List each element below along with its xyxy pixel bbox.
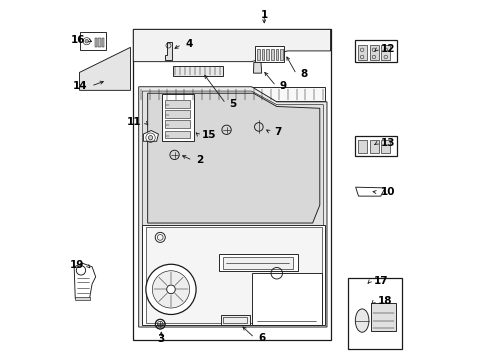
Bar <box>251 273 321 325</box>
Text: 6: 6 <box>258 333 265 343</box>
Bar <box>266 49 268 60</box>
Text: 8: 8 <box>300 69 306 79</box>
Polygon shape <box>74 263 96 298</box>
Text: 3: 3 <box>157 333 164 343</box>
Bar <box>357 45 366 59</box>
Bar <box>261 49 264 60</box>
Bar <box>221 315 249 325</box>
Polygon shape <box>133 30 330 339</box>
Text: 17: 17 <box>373 276 387 286</box>
Circle shape <box>152 271 189 308</box>
Bar <box>381 140 389 153</box>
Bar <box>348 278 401 349</box>
Polygon shape <box>139 87 326 327</box>
Ellipse shape <box>355 309 368 332</box>
Bar <box>164 100 190 108</box>
Bar <box>80 32 106 50</box>
Polygon shape <box>164 42 172 60</box>
Circle shape <box>148 135 152 140</box>
Text: 4: 4 <box>185 40 192 49</box>
Bar <box>369 140 378 153</box>
Bar <box>280 49 282 60</box>
Polygon shape <box>80 47 130 90</box>
Bar <box>370 303 395 331</box>
Bar <box>164 131 190 138</box>
Bar <box>219 254 298 271</box>
Bar <box>381 45 389 59</box>
Text: 9: 9 <box>279 81 286 91</box>
Bar <box>223 257 292 269</box>
Circle shape <box>85 40 88 43</box>
Bar <box>354 40 396 62</box>
Bar <box>94 38 97 47</box>
Text: 16: 16 <box>70 35 85 45</box>
Polygon shape <box>142 225 325 325</box>
Text: 5: 5 <box>229 99 236 109</box>
Text: 14: 14 <box>73 81 87 91</box>
Text: 12: 12 <box>380 44 394 54</box>
Bar <box>270 49 273 60</box>
Text: 2: 2 <box>196 155 203 165</box>
Polygon shape <box>147 93 319 223</box>
Text: 13: 13 <box>380 138 394 148</box>
Bar <box>354 136 396 156</box>
Circle shape <box>166 285 175 294</box>
Bar <box>223 317 247 323</box>
Bar <box>139 87 325 101</box>
Polygon shape <box>75 297 89 300</box>
Bar <box>172 66 223 76</box>
Bar <box>257 49 259 60</box>
Polygon shape <box>253 62 261 73</box>
Text: 10: 10 <box>380 187 394 197</box>
Bar <box>357 140 366 153</box>
Polygon shape <box>145 226 321 323</box>
Bar <box>98 38 101 47</box>
Bar <box>164 121 190 128</box>
Bar <box>162 94 194 140</box>
Bar <box>369 45 378 59</box>
Polygon shape <box>133 30 330 62</box>
Polygon shape <box>142 91 323 323</box>
Polygon shape <box>355 187 384 196</box>
Bar <box>102 38 104 47</box>
Text: 15: 15 <box>202 130 216 140</box>
Bar <box>164 111 190 118</box>
Polygon shape <box>143 131 158 141</box>
Text: 18: 18 <box>377 296 391 306</box>
Text: 7: 7 <box>273 127 281 137</box>
Text: 19: 19 <box>69 260 83 270</box>
Text: 11: 11 <box>126 117 141 127</box>
Circle shape <box>145 264 196 315</box>
Bar <box>275 49 278 60</box>
Text: 1: 1 <box>260 10 267 20</box>
Bar <box>255 45 284 62</box>
